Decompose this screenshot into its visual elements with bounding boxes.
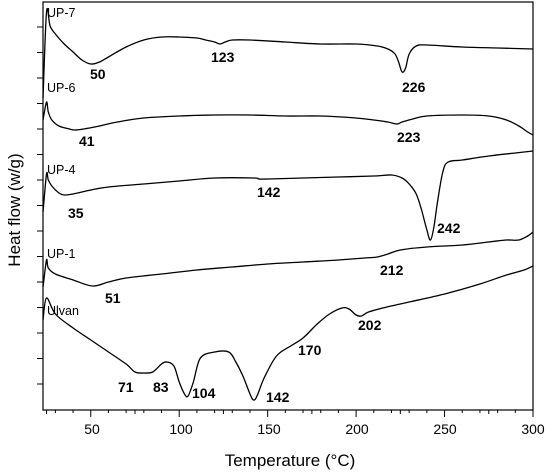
x-tick-label: 50 bbox=[84, 421, 100, 437]
peak-label: 104 bbox=[192, 385, 216, 401]
peak-label: 242 bbox=[437, 220, 461, 236]
x-tick-label: 200 bbox=[345, 421, 369, 437]
series-label-up4: UP-4 bbox=[47, 163, 76, 177]
series-up7-line bbox=[42, 7, 534, 99]
x-tick-label: 100 bbox=[169, 421, 193, 437]
series-up4-line bbox=[42, 150, 534, 241]
y-axis-title: Heat flow (w/g) bbox=[5, 153, 24, 266]
peak-label: 83 bbox=[153, 379, 169, 395]
series-label-ulvan: Ulvan bbox=[47, 304, 79, 318]
series-up1-line bbox=[42, 231, 534, 288]
peak-label: 142 bbox=[257, 184, 281, 200]
peak-label: 142 bbox=[266, 389, 290, 405]
plot-frame bbox=[42, 1, 534, 411]
x-axis-title: Temperature (°C) bbox=[225, 451, 356, 470]
series-label-up7: UP-7 bbox=[47, 6, 76, 20]
x-tick-label: 250 bbox=[433, 421, 457, 437]
peak-label: 123 bbox=[211, 49, 235, 65]
chart-labels: UP-7 UP-6 UP-4 UP-1 Ulvan 50 123 226 41 … bbox=[5, 6, 545, 470]
x-tick-label: 150 bbox=[257, 421, 281, 437]
peak-label: 35 bbox=[68, 205, 84, 221]
peak-label: 202 bbox=[358, 317, 382, 333]
series-label-up6: UP-6 bbox=[47, 81, 76, 95]
series-ulvan-line bbox=[42, 265, 534, 401]
peak-label: 170 bbox=[298, 342, 322, 358]
peak-label: 212 bbox=[380, 262, 404, 278]
axis-ticks bbox=[37, 26, 534, 417]
series-label-up1: UP-1 bbox=[47, 247, 76, 261]
series-lines bbox=[42, 7, 534, 401]
peak-label: 226 bbox=[402, 79, 426, 95]
peak-label: 50 bbox=[90, 66, 106, 82]
peak-label: 51 bbox=[105, 290, 121, 306]
peak-label: 71 bbox=[118, 379, 134, 395]
x-tick-label: 300 bbox=[521, 421, 545, 437]
peak-label: 41 bbox=[79, 133, 95, 149]
peak-label: 223 bbox=[397, 129, 421, 145]
series-up6-line bbox=[42, 101, 534, 136]
